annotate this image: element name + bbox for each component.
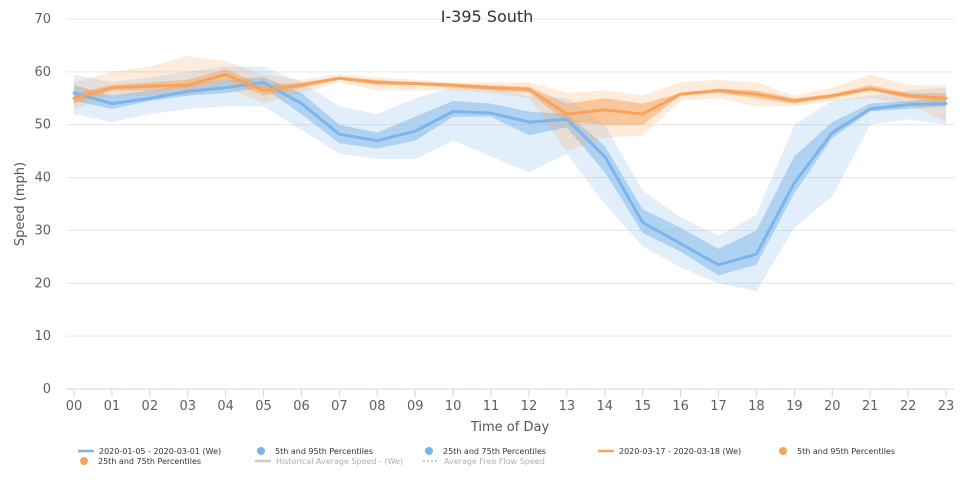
legend-item[interactable]: 5th and 95th Percentiles [779, 447, 895, 456]
legend-dot-symbol [257, 447, 265, 455]
y-tick-label: 70 [34, 12, 51, 27]
y-tick-label: 10 [34, 329, 51, 344]
x-tick-label: 03 [179, 399, 196, 414]
x-tick-label: 15 [634, 399, 651, 414]
x-tick-label: 19 [786, 399, 803, 414]
legend-label: 5th and 95th Percentiles [275, 447, 373, 456]
legend-dot-symbol [425, 447, 433, 455]
legend-item[interactable]: Average Free Flow Speed [423, 457, 545, 466]
x-tick-label: 22 [900, 399, 917, 414]
x-tick-label: 16 [672, 399, 689, 414]
legend-label: Average Free Flow Speed [444, 457, 545, 466]
y-tick-label: 40 [34, 171, 51, 186]
y-axis-title: Speed (mph) [13, 162, 28, 246]
legend-item[interactable]: 25th and 75th Percentiles [425, 447, 546, 456]
percentile-bands [74, 56, 946, 292]
x-tick-label: 13 [559, 399, 576, 414]
x-tick-label: 02 [142, 399, 159, 414]
x-tick-label: 06 [293, 399, 310, 414]
legend-dot-symbol [779, 447, 787, 455]
y-tick-label: 60 [34, 65, 51, 80]
legend-label: Historical Average Speed - (We) [276, 457, 403, 466]
series-line-recent [72, 73, 948, 116]
x-tick-label: 09 [407, 399, 424, 414]
x-axis-title: Time of Day [470, 420, 550, 435]
x-tick-label: 05 [255, 399, 272, 414]
y-tick-label: 20 [34, 276, 51, 291]
axes: 0 10 20 30 40 50 60 70 00 01 02 03 04 05 06 07 08 09 10 11 1… [34, 12, 954, 414]
chart-title: I-395 South [441, 7, 534, 26]
x-tick-label: 21 [862, 399, 879, 414]
x-tick-label: 01 [104, 399, 121, 414]
x-tick-label: 11 [483, 399, 500, 414]
band-5-95-typical [74, 66, 946, 292]
legend-label: 2020-01-05 - 2020-03-01 (We) [99, 447, 221, 456]
legend-item[interactable]: 2020-01-05 - 2020-03-01 (We) [78, 447, 221, 456]
series-lines [72, 73, 948, 267]
series-line-typical [72, 80, 948, 267]
y-tick-label: 0 [43, 382, 51, 397]
x-tick-label: 08 [369, 399, 386, 414]
x-tick-label: 23 [938, 399, 955, 414]
legend-item[interactable]: Historical Average Speed - (We) [255, 457, 403, 466]
legend: 2020-01-05 - 2020-03-01 (We) 5th and 95th… [78, 447, 895, 466]
x-tick-label: 07 [331, 399, 348, 414]
x-tick-label: 04 [217, 399, 234, 414]
legend-dot-symbol [80, 457, 88, 465]
x-tick-label: 17 [710, 399, 727, 414]
x-tick-label: 14 [597, 399, 614, 414]
legend-label: 2020-03-17 - 2020-03-18 (We) [619, 447, 741, 456]
band-5-95-recent [74, 56, 946, 152]
x-tick-label: 10 [445, 399, 462, 414]
legend-item[interactable]: 2020-03-17 - 2020-03-18 (We) [598, 447, 741, 456]
x-tick-label: 20 [824, 399, 841, 414]
y-tick-label: 30 [34, 223, 51, 238]
legend-label: 25th and 75th Percentiles [98, 457, 201, 466]
legend-label: 25th and 75th Percentiles [443, 447, 546, 456]
x-tick-label: 00 [66, 399, 83, 414]
legend-item[interactable]: 5th and 95th Percentiles [257, 447, 373, 456]
y-tick-label: 50 [34, 118, 51, 133]
legend-label: 5th and 95th Percentiles [797, 447, 895, 456]
legend-item[interactable]: 25th and 75th Percentiles [80, 457, 201, 466]
x-tick-label: 12 [521, 399, 538, 414]
x-tick-label: 18 [748, 399, 765, 414]
